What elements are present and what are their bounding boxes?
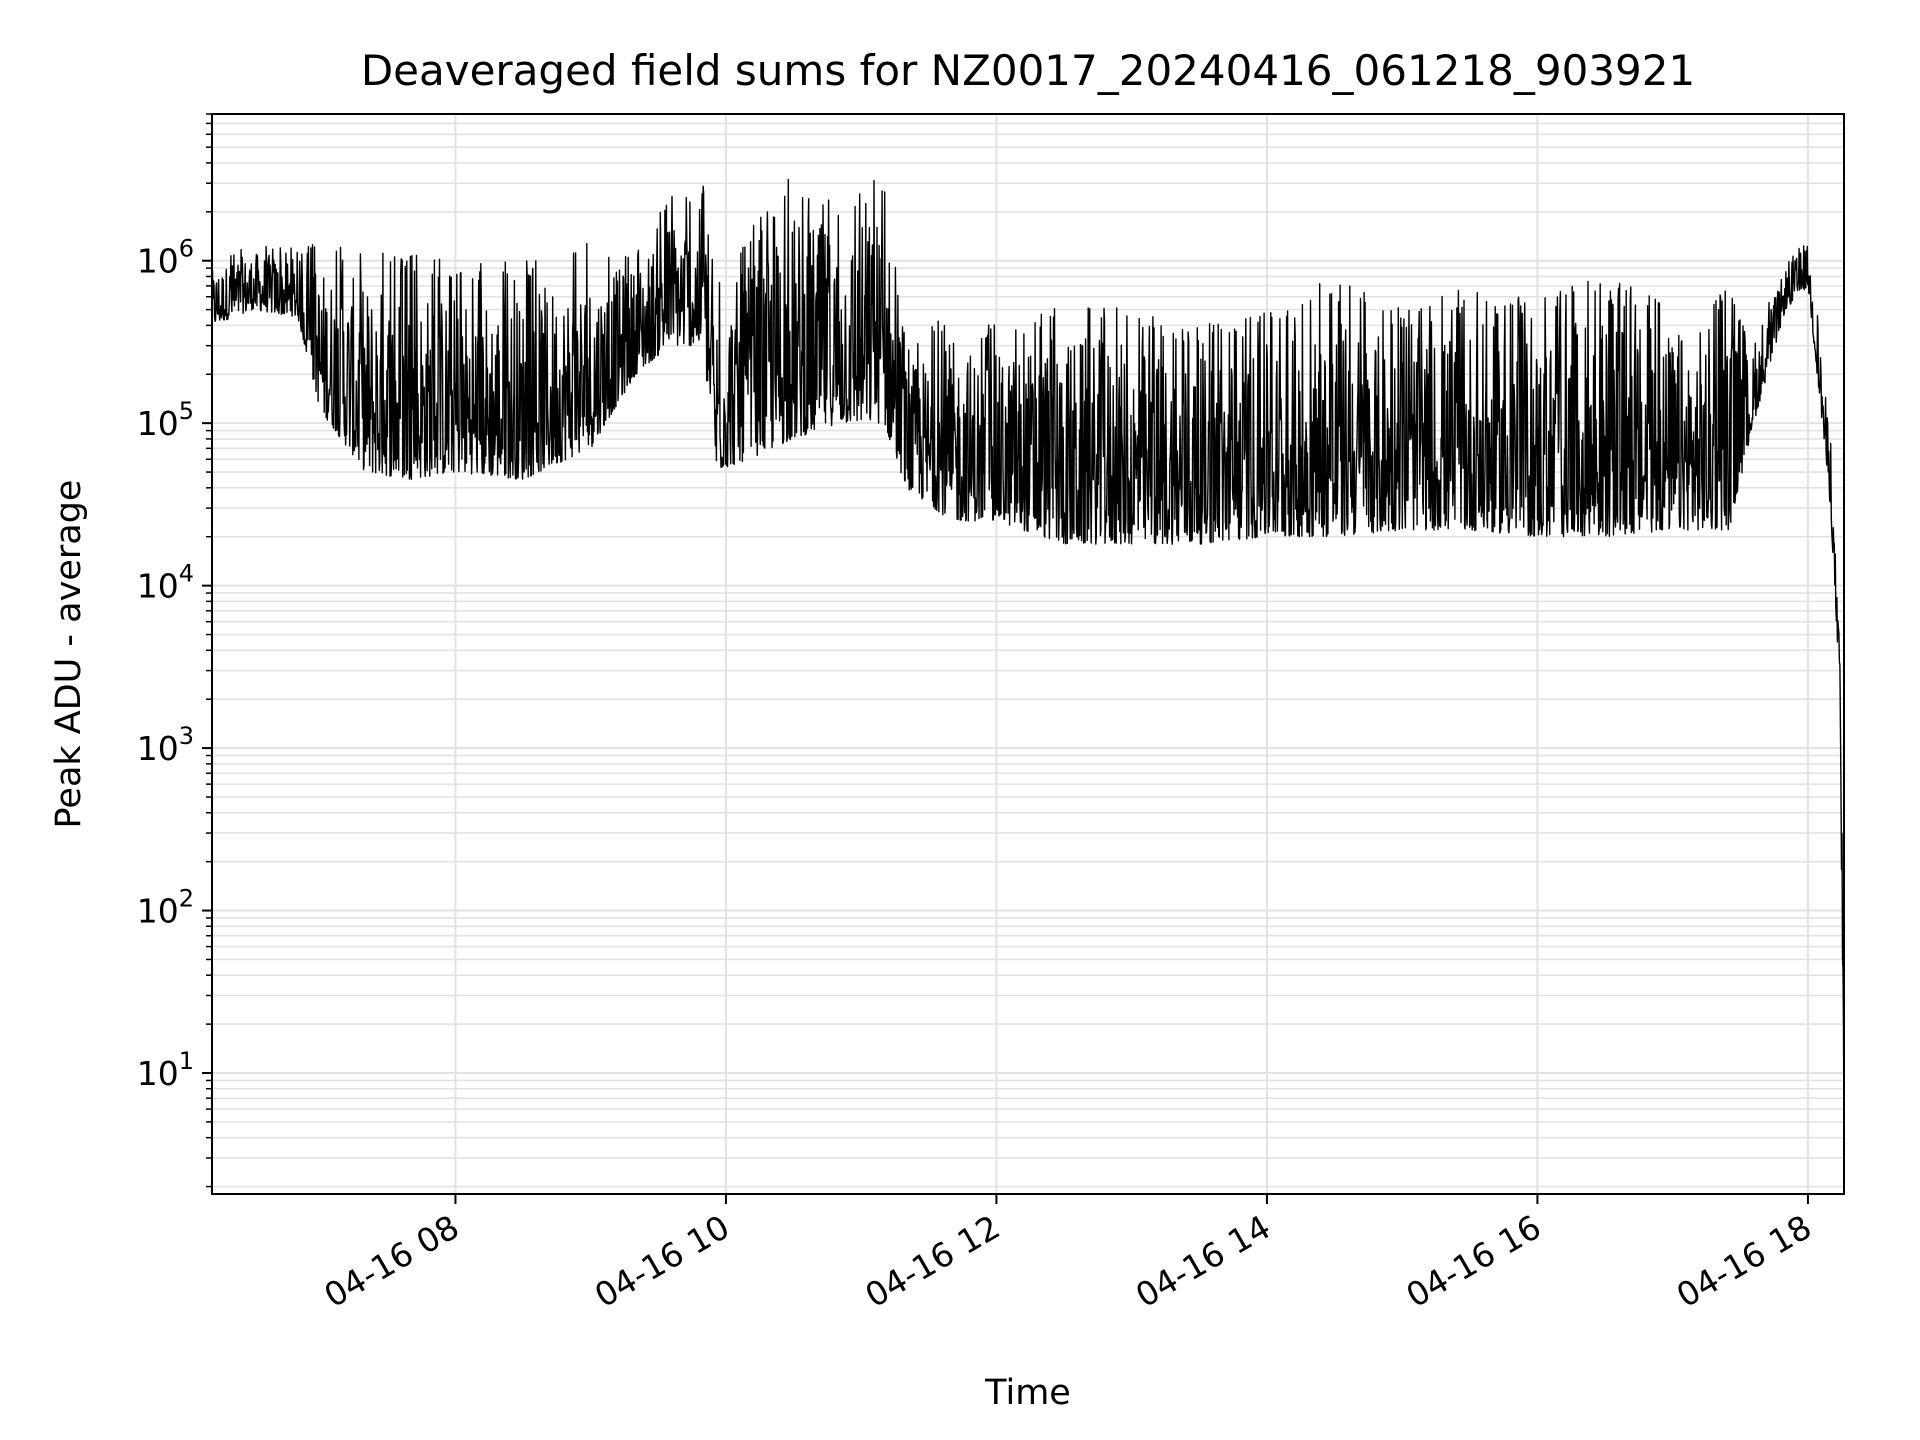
y-tick-exponent: 2 [179,885,194,913]
series-line [211,178,1845,1159]
x-axis-label: Time [984,1373,1071,1413]
x-tick-label: 04-16 12 [858,1207,1006,1315]
y-tick-base: 10 [137,404,179,443]
y-tick-label: 101 [137,1047,194,1093]
x-tick-label: 04-16 18 [1670,1207,1818,1315]
y-tick-base: 10 [137,242,179,281]
plot-frame [211,113,1845,1195]
y-tick-exponent: 4 [179,560,194,588]
x-tick-label: 04-16 16 [1399,1207,1547,1315]
y-tick-label: 102 [137,885,194,931]
series-group [211,178,1845,1159]
x-tick-label: 04-16 10 [588,1207,736,1315]
x-tick-label: 04-16 14 [1129,1207,1277,1315]
y-tick-label: 106 [137,235,194,281]
y-tick-label: 104 [137,560,194,606]
y-tick-exponent: 3 [179,722,194,750]
x-axis: 04-16 08 04-16 10 04-16 12 04-16 14 04-16 16… [317,1194,1818,1315]
y-axis-label: Peak ADU - average [49,480,89,829]
y-tick-base: 10 [137,1054,179,1093]
chart-title: Deaveraged field sums for NZ0017_2024041… [361,46,1695,95]
y-tick-label: 105 [137,397,194,443]
y-tick-exponent: 6 [179,235,194,263]
y-tick-base: 10 [137,729,179,768]
y-tick-base: 10 [137,892,179,931]
y-tick-base: 10 [137,567,179,606]
y-tick-label: 103 [137,722,194,768]
y-tick-exponent: 5 [179,397,194,425]
x-tick-label: 04-16 08 [317,1207,465,1315]
y-tick-exponent: 1 [179,1047,194,1075]
